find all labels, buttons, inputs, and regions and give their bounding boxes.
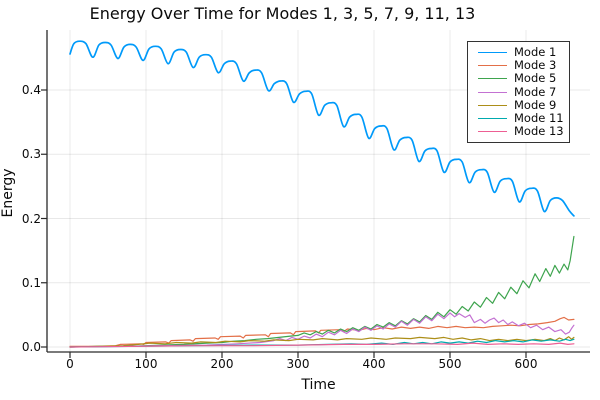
legend-label: Mode 7 (514, 84, 557, 99)
legend-label: Mode 3 (514, 58, 557, 73)
x-tick-label: 200 (210, 357, 234, 371)
series-line-mode-9 (69, 336, 575, 348)
y-axis-label: Energy (0, 168, 16, 218)
legend-line-sample (478, 118, 507, 120)
legend-line-sample (478, 52, 507, 54)
legend-row: Mode 5 (478, 72, 569, 85)
legend-line-sample (478, 91, 507, 93)
legend-line-sample (478, 65, 507, 67)
legend-row: Mode 11 (478, 112, 569, 125)
x-tick-label: 300 (286, 357, 310, 371)
legend-label: Mode 9 (514, 97, 557, 112)
y-tick-label: 0.2 (21, 211, 41, 226)
y-tick-label: 0.4 (21, 83, 41, 97)
y-tick-label: 0.1 (21, 275, 41, 290)
x-tick-label: 500 (438, 357, 462, 371)
legend-label: Mode 13 (514, 124, 564, 139)
legend: Mode 1 Mode 3 Mode 5 Mode 7 Mode 9 Mode 11 Mod… (467, 41, 570, 143)
x-tick-label: 400 (362, 357, 386, 371)
series-line-mode-5 (69, 235, 575, 348)
legend-row: Mode 13 (478, 125, 569, 138)
legend-row: Mode 9 (478, 97, 569, 112)
x-tick-label: 600 (514, 357, 538, 371)
legend-row: Mode 7 (478, 84, 569, 99)
chart-title: Energy Over Time for Modes 1, 3, 5, 7, 9… (89, 4, 476, 23)
legend-row: Mode 1 (478, 46, 569, 59)
legend-line-sample (478, 104, 507, 106)
legend-label: Mode 1 (514, 45, 557, 60)
x-axis-label: Time (301, 377, 336, 393)
legend-label: Mode 5 (514, 71, 557, 86)
x-tick-label: 0 (66, 357, 74, 371)
legend-line-sample (478, 131, 507, 133)
y-tick-label: 0.0 (21, 340, 41, 354)
legend-line-sample (478, 78, 507, 80)
y-tick-label: 0.3 (21, 147, 41, 162)
legend-row: Mode 3 (478, 59, 569, 72)
series-line-mode-13 (69, 342, 575, 348)
series-line-mode-1 (69, 40, 575, 217)
x-tick-label: 100 (134, 357, 158, 371)
legend-label: Mode 11 (514, 111, 564, 126)
